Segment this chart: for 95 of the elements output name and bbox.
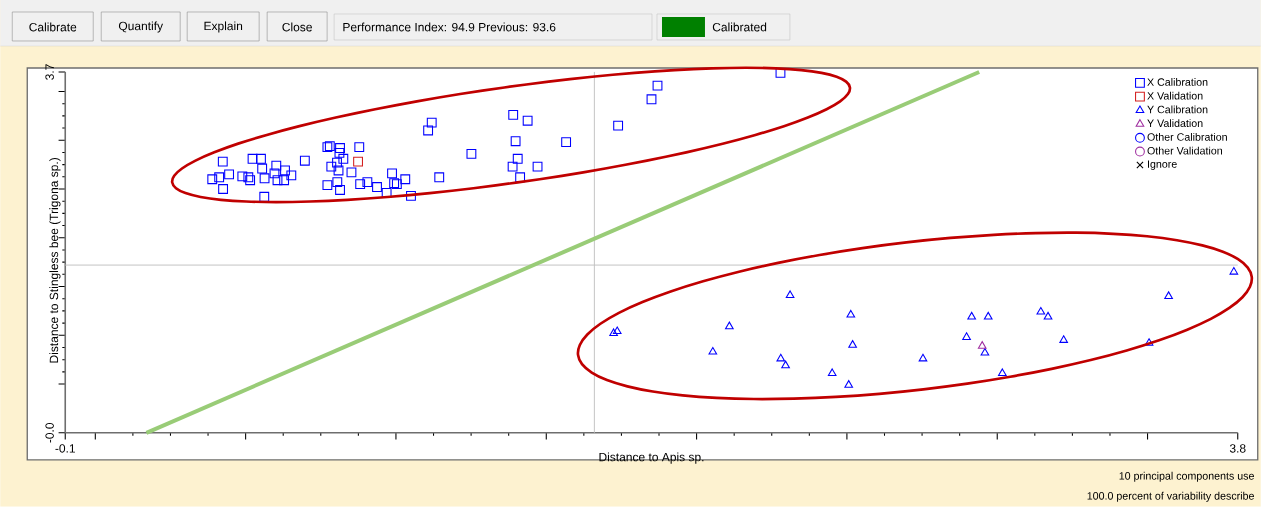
legend-label: Ignore xyxy=(1148,160,1177,171)
point xyxy=(326,161,337,172)
point xyxy=(256,153,266,164)
point xyxy=(400,174,411,185)
point xyxy=(237,171,248,182)
point xyxy=(423,125,434,136)
point xyxy=(785,290,795,299)
point xyxy=(980,348,990,356)
point xyxy=(848,340,857,348)
legend-label: Y Calibration xyxy=(1147,105,1208,114)
point xyxy=(406,191,416,201)
point xyxy=(827,368,837,377)
point xyxy=(1164,291,1173,300)
point xyxy=(332,157,342,168)
point xyxy=(1043,311,1053,320)
y-tick-label: -0.0 xyxy=(45,423,54,443)
point xyxy=(355,179,366,190)
point xyxy=(257,163,268,174)
point xyxy=(708,347,718,355)
point xyxy=(646,94,657,105)
point xyxy=(652,80,663,91)
text: Explain xyxy=(204,21,243,33)
point xyxy=(335,143,345,154)
point xyxy=(967,311,977,320)
point xyxy=(271,160,282,171)
text: Close xyxy=(282,22,312,32)
point xyxy=(280,165,290,176)
point xyxy=(434,172,445,183)
point xyxy=(532,161,543,172)
point xyxy=(272,175,283,186)
point xyxy=(918,353,928,362)
point xyxy=(259,191,270,202)
point xyxy=(322,180,333,191)
point xyxy=(507,161,518,172)
point xyxy=(512,153,523,164)
point xyxy=(725,321,734,330)
text: 100.0 percent of variability describe xyxy=(1087,491,1254,502)
legend-label: X Calibration xyxy=(1147,78,1208,86)
y-axis-title: Distance to Stingless bee (Trigona sp.) xyxy=(49,158,61,363)
point xyxy=(522,115,533,126)
x-tick-label: 3.8 xyxy=(1229,444,1246,453)
point xyxy=(279,175,290,186)
point xyxy=(612,326,622,335)
point xyxy=(247,153,258,164)
point xyxy=(977,341,987,349)
legend-label: Other Validation xyxy=(1147,146,1222,155)
point xyxy=(1229,267,1239,275)
point xyxy=(962,332,971,341)
text: Calibrated xyxy=(712,22,767,32)
point xyxy=(561,137,572,148)
point xyxy=(334,148,345,158)
point xyxy=(426,117,437,128)
point xyxy=(338,153,349,164)
text: Calibrate xyxy=(29,22,77,32)
point xyxy=(998,368,1007,377)
point xyxy=(508,110,519,120)
point xyxy=(362,177,373,188)
point xyxy=(346,167,357,178)
point xyxy=(286,170,297,181)
point xyxy=(207,174,218,185)
legend-label: Other Calibration xyxy=(1147,133,1227,141)
point xyxy=(333,165,344,176)
text: Quantify xyxy=(118,21,164,33)
point xyxy=(353,156,364,167)
point xyxy=(332,177,343,188)
point xyxy=(1036,307,1046,315)
x-tick-label: -0.1 xyxy=(55,444,75,453)
point xyxy=(354,142,365,153)
point xyxy=(510,136,521,147)
point xyxy=(776,353,786,362)
point xyxy=(609,328,618,337)
text: 10 principal components use xyxy=(1119,471,1254,482)
legend-label: X Validation xyxy=(1147,91,1203,100)
point xyxy=(218,184,229,195)
point xyxy=(466,149,477,159)
point xyxy=(844,380,854,388)
point xyxy=(224,169,235,180)
y-tick-label: 3.7 xyxy=(45,64,54,80)
point xyxy=(259,173,270,184)
x-axis-title: Distance to Apis sp. xyxy=(599,452,704,464)
point xyxy=(983,311,993,320)
point xyxy=(1144,338,1154,346)
legend-label: Y Validation xyxy=(1147,119,1203,128)
point xyxy=(846,309,856,318)
point xyxy=(269,168,280,179)
point xyxy=(299,155,310,166)
text: Performance Index: 94.9 Previous: 93.6 xyxy=(343,22,556,32)
point xyxy=(335,185,345,196)
point xyxy=(217,156,228,167)
point xyxy=(372,182,382,193)
point xyxy=(1059,335,1069,344)
point xyxy=(613,120,624,131)
point xyxy=(214,172,225,183)
point xyxy=(781,360,790,369)
point xyxy=(387,168,397,179)
